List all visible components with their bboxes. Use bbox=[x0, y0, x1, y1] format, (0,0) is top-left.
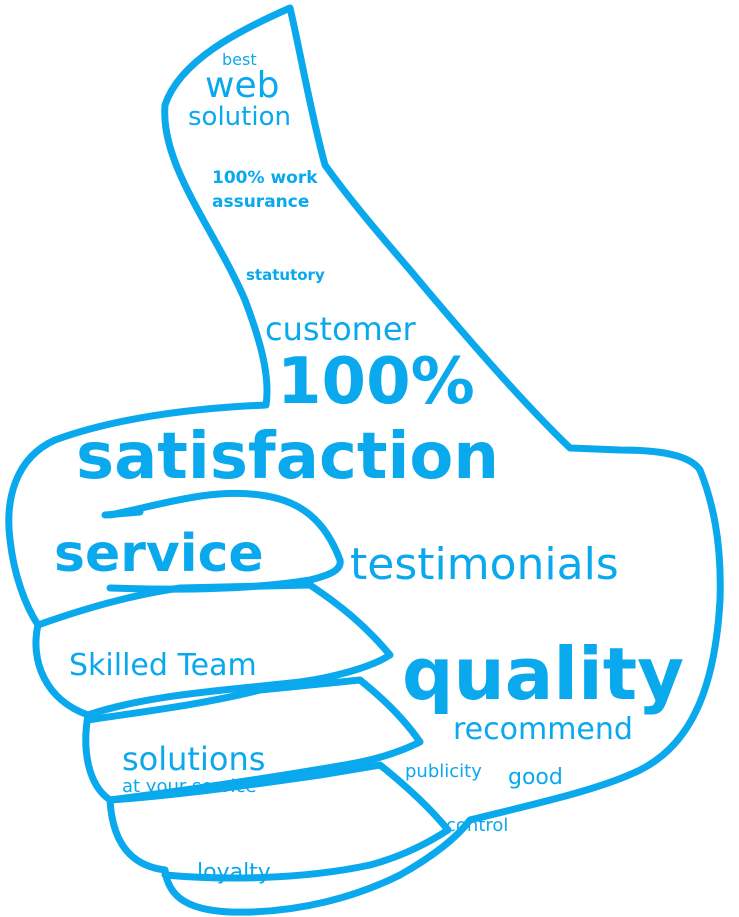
word-quality: quality bbox=[402, 632, 685, 716]
word-100-work: 100% work bbox=[212, 168, 318, 188]
finger-2 bbox=[34, 581, 394, 719]
word-satisfaction: satisfaction bbox=[76, 420, 499, 494]
word-best: best bbox=[222, 50, 257, 69]
thumb-outline bbox=[5, 4, 724, 916]
finger-4 bbox=[106, 761, 452, 882]
finger-3 bbox=[84, 676, 424, 804]
word-statutory: statutory bbox=[246, 266, 325, 284]
word-web: web bbox=[205, 65, 280, 106]
word-100-percent: 100% bbox=[277, 345, 475, 419]
word-control: control bbox=[446, 815, 509, 836]
word-assurance: assurance bbox=[212, 192, 310, 212]
word-good: good bbox=[508, 765, 563, 790]
word-publicity: publicity bbox=[405, 761, 482, 782]
word-loyalty: loyalty bbox=[197, 860, 271, 885]
word-service: service bbox=[54, 524, 264, 584]
word-solutions: solutions bbox=[122, 740, 266, 778]
word-skilled-team: Skilled Team bbox=[69, 648, 257, 683]
word-solution: solution bbox=[188, 102, 291, 132]
finger-1-tip bbox=[101, 508, 144, 519]
word-testimonials: testimonials bbox=[350, 539, 619, 590]
word-recommend: recommend bbox=[453, 712, 633, 747]
word-customer: customer bbox=[265, 310, 416, 348]
word-at-your-service: at your service bbox=[122, 776, 257, 797]
